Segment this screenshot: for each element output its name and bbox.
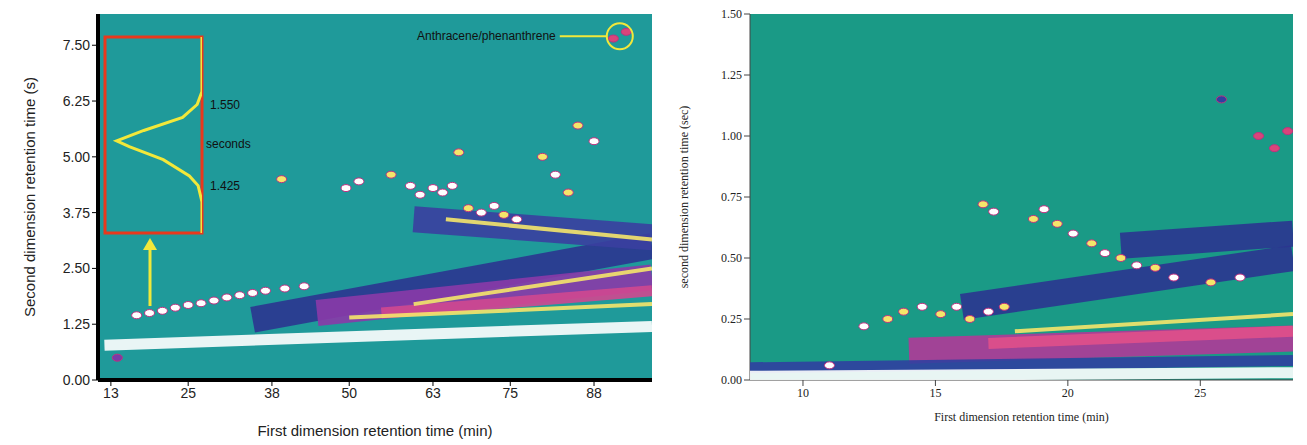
svg-text:6.25: 6.25 (63, 93, 90, 109)
svg-text:second dimension retention tim: second dimension retention time (sec) (677, 106, 691, 289)
svg-text:2.50: 2.50 (63, 260, 90, 276)
svg-text:1.00: 1.00 (721, 129, 742, 143)
svg-text:1.25: 1.25 (63, 316, 90, 332)
svg-text:Anthracene/phenanthrene: Anthracene/phenanthrene (417, 29, 556, 43)
svg-text:0.50: 0.50 (721, 251, 742, 265)
svg-text:1.25: 1.25 (721, 68, 742, 82)
svg-text:20: 20 (1062, 386, 1074, 400)
svg-text:First dimension retention time: First dimension retention time (min) (257, 422, 492, 439)
svg-text:13: 13 (103, 385, 119, 401)
svg-text:3.75: 3.75 (63, 205, 90, 221)
svg-text:75: 75 (502, 385, 518, 401)
svg-text:88: 88 (586, 385, 602, 401)
svg-text:1.50: 1.50 (721, 7, 742, 21)
svg-text:38: 38 (264, 385, 280, 401)
svg-text:15: 15 (929, 386, 941, 400)
svg-text:10: 10 (797, 386, 809, 400)
svg-text:7.50: 7.50 (63, 37, 90, 53)
svg-text:0.00: 0.00 (721, 373, 742, 387)
svg-text:50: 50 (341, 385, 357, 401)
svg-text:25: 25 (1194, 386, 1206, 400)
svg-text:25: 25 (180, 385, 196, 401)
svg-text:0.25: 0.25 (721, 312, 742, 326)
html-text:seconds: seconds (206, 137, 251, 151)
svg-text:63: 63 (425, 385, 441, 401)
svg-text:5.00: 5.00 (63, 149, 90, 165)
svg-text:First dimension retention time: First dimension retention time (min) (934, 410, 1109, 424)
svg-text:0.75: 0.75 (721, 190, 742, 204)
svg-text:Second dimension retention tim: Second dimension retention time (s) (21, 77, 38, 317)
svg-text:0.00: 0.00 (63, 372, 90, 388)
svg-text:1.550: 1.550 (210, 98, 240, 112)
svg-text:1.425: 1.425 (210, 179, 240, 193)
